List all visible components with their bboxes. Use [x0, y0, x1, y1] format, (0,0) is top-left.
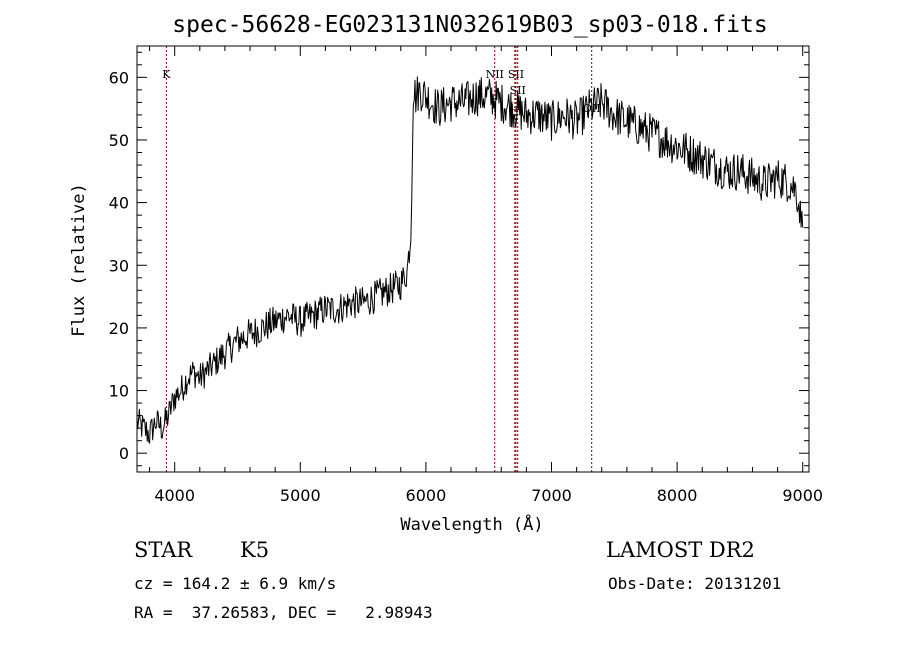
coordinates: RA = 37.26583, DEC = 2.98943 — [134, 603, 433, 622]
x-tick-label: 4000 — [154, 486, 195, 505]
line-marker-label: SII — [508, 68, 524, 81]
x-tick-label: 5000 — [280, 486, 321, 505]
line-marker-label: K — [162, 68, 171, 81]
spectrum-line — [136, 76, 804, 444]
x-tick-label: 6000 — [406, 486, 447, 505]
line-marker-label: SII — [510, 84, 526, 97]
chart-title: spec-56628-EG023131N032619B03_sp03-018.f… — [172, 12, 767, 38]
y-tick-label: 10 — [109, 382, 129, 401]
y-tick-label: 20 — [109, 319, 129, 338]
plot-frame — [136, 45, 810, 473]
y-axis-label: Flux (relative) — [69, 183, 89, 337]
line-marker-label: Li — [509, 100, 520, 113]
x-tick-label: 9000 — [782, 486, 823, 505]
y-tick-label: 40 — [109, 194, 129, 213]
y-tick-label: 0 — [119, 444, 129, 463]
x-tick-label: 7000 — [531, 486, 572, 505]
y-tick-label: 60 — [109, 68, 129, 87]
observation-date: Obs-Date: 20131201 — [608, 574, 782, 593]
y-tick-label: 30 — [109, 256, 129, 275]
survey-name: LAMOST DR2 — [606, 538, 755, 562]
object-type: STAR — [134, 538, 193, 562]
line-marker-label: NII — [486, 68, 504, 81]
object-subclass: K5 — [240, 538, 270, 562]
y-tick-label: 50 — [109, 131, 129, 150]
redshift-velocity: cz = 164.2 ± 6.9 km/s — [134, 574, 337, 593]
x-tick-label: 8000 — [657, 486, 698, 505]
x-axis-label: Wavelength (Å) — [400, 513, 543, 535]
